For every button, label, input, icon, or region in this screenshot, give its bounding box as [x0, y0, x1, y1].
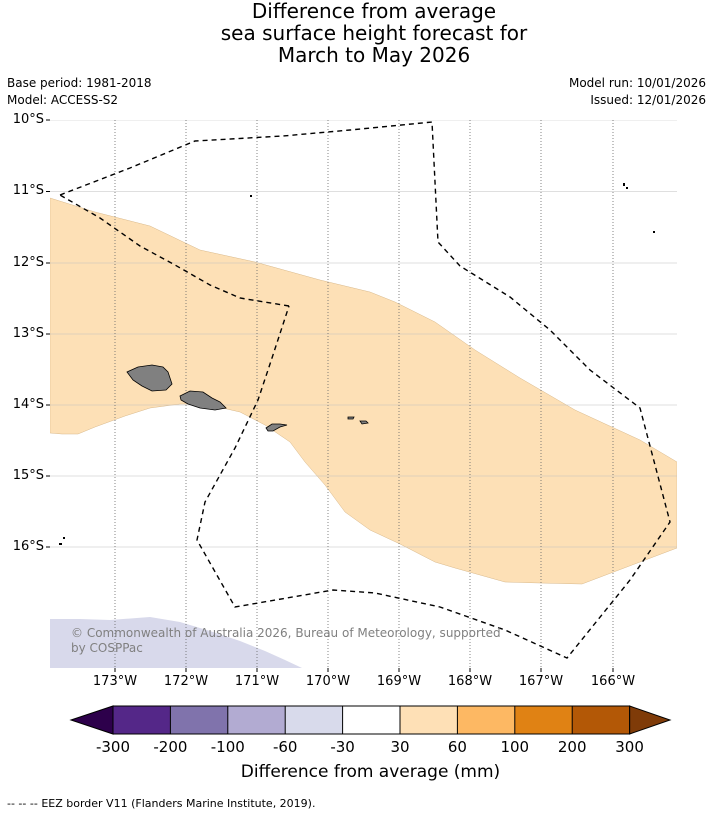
colorbar-tick-1: -300	[95, 738, 131, 756]
colorbar-bin-1	[113, 706, 171, 734]
lon-label-168w: 168°W	[447, 674, 493, 689]
eez-legend: -- -- -- EEZ border V11 (Flanders Marine…	[7, 797, 315, 810]
colorbar-tick-10: 300	[615, 738, 644, 756]
lat-label-15s: 15°S	[12, 468, 44, 483]
lon-label-170w: 170°W	[305, 674, 351, 689]
colorbar-tick-6: 30	[390, 738, 410, 756]
lon-label-167w: 167°W	[518, 674, 564, 689]
title-line-3: March to May 2026	[277, 43, 471, 67]
colorbar-bin-6	[400, 706, 458, 734]
lon-ticks	[114, 668, 614, 672]
copyright-notice: © Commonwealth of Australia 2026, Bureau…	[71, 626, 501, 655]
colorbar-tick-5: -30	[330, 738, 355, 756]
eez-legend-label: EEZ border V11 (Flanders Marine Institut…	[41, 797, 316, 810]
lat-gridlines	[50, 120, 677, 548]
lat-ticks	[46, 119, 50, 548]
colorbar-tick-4: -60	[272, 738, 298, 756]
lat-label-13s: 13°S	[12, 326, 44, 341]
colorbar-tick-7: 60	[447, 738, 467, 756]
islet-niuafoou	[59, 543, 62, 545]
issued-date: Issued: 12/01/2026	[590, 93, 706, 107]
lat-label-12s: 12°S	[12, 255, 44, 270]
title-line-1: Difference from average	[251, 0, 497, 23]
colorbar-under-arrow	[69, 705, 114, 735]
islet-tokelau-1	[623, 183, 625, 186]
colorbar	[69, 705, 672, 735]
lat-label-11s: 11°S	[12, 183, 44, 198]
eez-borders	[59, 121, 671, 659]
lat-label-10s: 10°S	[12, 112, 44, 127]
island-upolu	[179, 390, 227, 411]
island-tau	[359, 420, 369, 425]
chart-title: Difference from average sea surface heig…	[0, 0, 713, 66]
lon-gridlines	[114, 120, 614, 668]
eez-border-tokelau-link	[59, 194, 290, 307]
title-line-2: sea surface height forecast for	[220, 21, 528, 45]
colorbar-title: Difference from average (mm)	[240, 762, 501, 782]
meta-left: Base period: 1981-2018 Model: ACCESS-S2	[7, 75, 152, 109]
lat-label-14s: 14°S	[12, 397, 44, 412]
colorbar-bin-4	[285, 706, 343, 734]
model-name: Model: ACCESS-S2	[7, 93, 119, 107]
colorbar-bin-3	[227, 706, 286, 734]
model-run: Model run: 10/01/2026	[568, 76, 706, 90]
lon-label-173w: 173°W	[92, 674, 138, 689]
islet-niuatoputapu	[63, 537, 65, 539]
colorbar-tick-8: 100	[500, 738, 530, 756]
island-ofu	[347, 416, 355, 420]
colorbar-tick-2: -200	[153, 738, 188, 756]
colorbar-tick-9: 200	[557, 738, 587, 756]
lon-label-172w: 172°W	[163, 674, 209, 689]
anomaly-region-negative	[50, 617, 302, 668]
island-savaii	[126, 364, 173, 392]
colorbar-bin-7	[457, 706, 515, 734]
lon-label-171w: 171°W	[234, 674, 280, 689]
lat-label-16s: 16°S	[12, 539, 44, 554]
eez-legend-symbol: -- -- --	[7, 797, 38, 810]
land-islands	[126, 364, 369, 432]
lon-label-169w: 169°W	[376, 674, 422, 689]
meta-right: Model run: 10/01/2026 Issued: 12/01/2026	[569, 75, 706, 109]
base-period: Base period: 1981-2018	[7, 76, 152, 90]
anomaly-region-positive	[50, 197, 677, 585]
islet-swains	[250, 195, 252, 197]
colorbar-over-arrow	[629, 705, 672, 735]
small-islets	[59, 183, 655, 545]
colorbar-tick-3: -100	[210, 738, 245, 756]
island-tutuila	[265, 423, 288, 432]
islet-tokelau-2	[626, 187, 628, 189]
lon-label-166w: 166°W	[590, 674, 636, 689]
colorbar-bin-8	[514, 706, 573, 734]
eez-border-samoa	[59, 121, 671, 659]
colorbar-bin-9	[572, 706, 630, 734]
islet-tokelau-3	[653, 231, 655, 233]
colorbar-bin-2	[170, 706, 228, 734]
colorbar-bin-5	[342, 706, 400, 734]
